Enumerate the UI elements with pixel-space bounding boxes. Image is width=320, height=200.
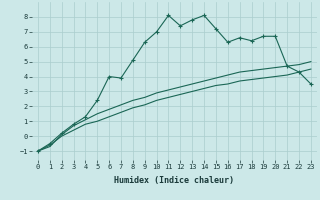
X-axis label: Humidex (Indice chaleur): Humidex (Indice chaleur): [115, 176, 234, 185]
